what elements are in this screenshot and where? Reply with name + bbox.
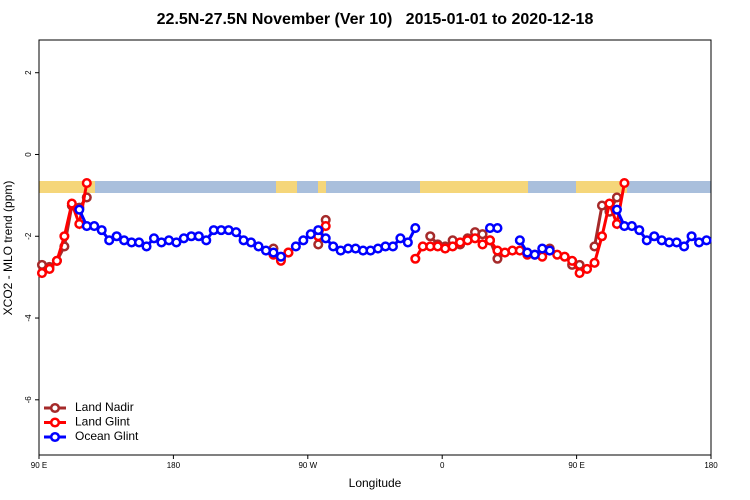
point	[44, 263, 55, 275]
point	[313, 225, 324, 236]
legend-label: Land Nadir	[75, 400, 134, 414]
point	[387, 241, 398, 252]
point	[484, 235, 496, 246]
point	[171, 237, 182, 248]
point	[492, 253, 503, 264]
point	[514, 235, 525, 246]
point	[111, 231, 122, 242]
point	[66, 198, 77, 209]
x-tick-label: 180	[167, 461, 181, 470]
point	[320, 233, 331, 244]
point	[320, 220, 331, 232]
point	[253, 241, 264, 252]
point	[492, 223, 503, 234]
y-tick-label: -6	[24, 396, 33, 404]
legend-marker	[49, 431, 61, 443]
point	[275, 251, 286, 262]
legend-label: Land Glint	[75, 415, 130, 429]
point	[328, 241, 339, 252]
point	[410, 223, 421, 234]
point	[246, 237, 257, 248]
point	[395, 233, 406, 244]
point	[201, 235, 212, 246]
point	[410, 253, 421, 264]
point	[611, 192, 622, 203]
point	[104, 235, 115, 246]
point	[134, 237, 145, 248]
point	[231, 227, 242, 238]
point	[470, 233, 481, 244]
point	[582, 263, 593, 275]
point	[604, 198, 615, 209]
x-tick-label: 90 E	[568, 461, 584, 470]
point	[36, 268, 48, 279]
plot-frame	[38, 39, 712, 456]
point	[51, 255, 62, 266]
x-tick-label: 0	[440, 461, 445, 470]
point	[402, 237, 413, 248]
point	[268, 247, 279, 258]
x-axis-label: Longitude	[349, 476, 402, 490]
y-tick-label: -4	[24, 314, 33, 322]
x-tick-label: 90 E	[31, 461, 47, 470]
point	[290, 241, 301, 252]
point	[567, 255, 578, 266]
point	[649, 231, 660, 242]
point	[477, 229, 488, 240]
point	[634, 225, 645, 236]
point	[544, 245, 555, 256]
chart-title: 22.5N-27.5N November (Ver 10) 2015-01-01…	[157, 11, 594, 28]
series-line	[41, 182, 626, 276]
point	[193, 231, 204, 242]
legend-label: Ocean Glint	[75, 429, 139, 443]
point	[574, 268, 585, 279]
point	[529, 249, 540, 260]
point	[679, 241, 690, 252]
point	[619, 178, 630, 189]
legend-marker	[49, 402, 61, 414]
point	[425, 231, 436, 242]
point	[641, 235, 652, 246]
point	[313, 239, 324, 250]
x-tick-label: 180	[704, 461, 718, 470]
y-axis-label: XCO2 - MLO trend (ppm)	[1, 181, 15, 316]
land-sea-strip	[39, 181, 711, 193]
point	[559, 251, 570, 262]
point	[626, 220, 637, 232]
point	[81, 178, 92, 189]
point	[596, 231, 608, 242]
point	[283, 247, 294, 258]
point	[611, 204, 622, 215]
y-tick-label: 2	[24, 70, 33, 75]
y-tick-label: 0	[24, 152, 33, 157]
point	[686, 231, 697, 242]
point	[96, 225, 107, 236]
legend-marker	[49, 417, 61, 428]
point	[701, 235, 712, 246]
point	[59, 231, 70, 242]
point	[589, 257, 600, 268]
point	[671, 237, 682, 248]
point	[298, 235, 309, 246]
point	[74, 204, 85, 215]
point	[89, 220, 100, 232]
point	[447, 241, 458, 252]
x-tick-label: 90 W	[298, 461, 317, 470]
point	[141, 241, 152, 252]
y-tick-label: -2	[24, 232, 33, 240]
point	[477, 239, 488, 250]
point	[148, 233, 160, 244]
point	[305, 229, 316, 240]
